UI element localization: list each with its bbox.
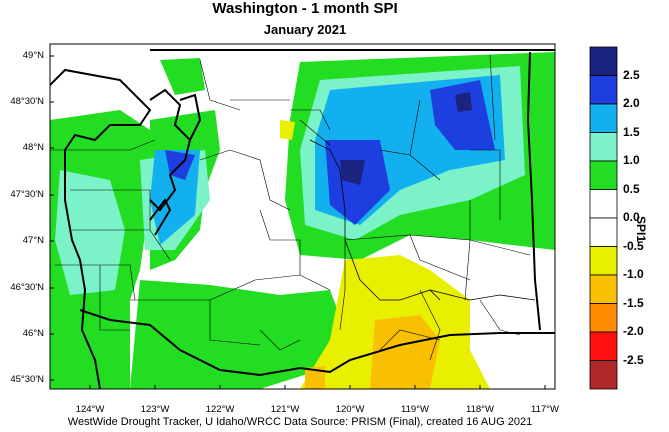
lat-label-48-30n: 48°30'N (10, 96, 44, 107)
region-darkblue (340, 92, 472, 185)
lon-label-121w: 121°W (270, 404, 300, 415)
legend-swatch (589, 160, 618, 190)
lat-label-48n: 48°N (22, 142, 44, 153)
credit-line: WestWide Drought Tracker, U Idaho/WRCC D… (67, 416, 533, 428)
legend-level-label: -1.0 (623, 267, 644, 281)
legend-swatch (589, 103, 618, 133)
legend-swatch (589, 274, 618, 304)
map-title: Washington - 1 month SPI (212, 0, 398, 17)
region-green-west-small (160, 58, 205, 95)
lat-label-49n: 49°N (22, 50, 44, 61)
coastline (50, 68, 152, 389)
lat-label-47n: 47°N (22, 235, 44, 246)
legend-swatch (589, 189, 618, 219)
legend-swatch (589, 217, 618, 247)
lon-label-118w: 118°W (466, 404, 494, 415)
legend-swatch (589, 75, 618, 105)
lon-label-120w: 120°W (335, 404, 365, 415)
puget-sound-east (179, 93, 202, 141)
legend-level-label: -2.0 (623, 324, 644, 338)
legend-level-label: 2.0 (623, 96, 640, 110)
rivers (309, 139, 536, 301)
lon-label-117w: 117°W (531, 404, 559, 415)
spi-field (50, 44, 555, 389)
map-subtitle: January 2021 (263, 22, 347, 37)
lat-label-46-30n: 46°30'N (10, 282, 44, 293)
lat-label-46n: 46°N (22, 328, 44, 339)
region-orange-southeast (370, 315, 440, 389)
snake-river (429, 289, 536, 301)
legend-level-label: 0.0 (623, 210, 640, 224)
map-frame (49, 43, 556, 390)
legend-level-label: 1.5 (623, 124, 640, 139)
washington-idaho-border (526, 51, 541, 331)
lon-label-124w: 124°W (75, 404, 105, 415)
region-green-south (130, 280, 345, 389)
state-boundaries (50, 49, 555, 389)
legend-level-label: 0.5 (623, 181, 640, 196)
axis-ticks (50, 55, 546, 389)
legend-level-label: 1.0 (623, 153, 640, 167)
legend-level-label: -2.5 (623, 352, 644, 367)
legend-swatch (589, 46, 618, 76)
legend-level-label: 2.5 (623, 67, 640, 82)
puget-sound-shore (149, 88, 192, 212)
hood-canal (149, 198, 172, 236)
columbia-river (309, 139, 441, 301)
lat-label-45-30n: 45°30'N (10, 374, 44, 385)
region-blue-northeast (430, 80, 495, 150)
lon-label-122w: 122°W (205, 404, 235, 415)
legend-level-label: -1.5 (623, 295, 644, 310)
lon-label-123w: 123°W (140, 404, 170, 415)
region-cyan-coast (55, 170, 125, 295)
legend-swatch (589, 132, 618, 162)
legend-colorbar (589, 46, 618, 390)
region-yellow-small (280, 120, 295, 140)
washington-oregon-border (79, 309, 555, 377)
legend-swatch (589, 331, 618, 361)
legend-level-label: -0.5 (623, 238, 644, 253)
legend-swatch (589, 246, 618, 276)
lat-label-47-30n: 47°30'N (10, 189, 44, 200)
legend-title: SPI1 (634, 216, 648, 243)
legend-swatch (589, 360, 618, 390)
region-orange-small (305, 366, 325, 389)
legend-swatch (589, 303, 618, 333)
lon-label-119w: 119°W (401, 404, 429, 415)
